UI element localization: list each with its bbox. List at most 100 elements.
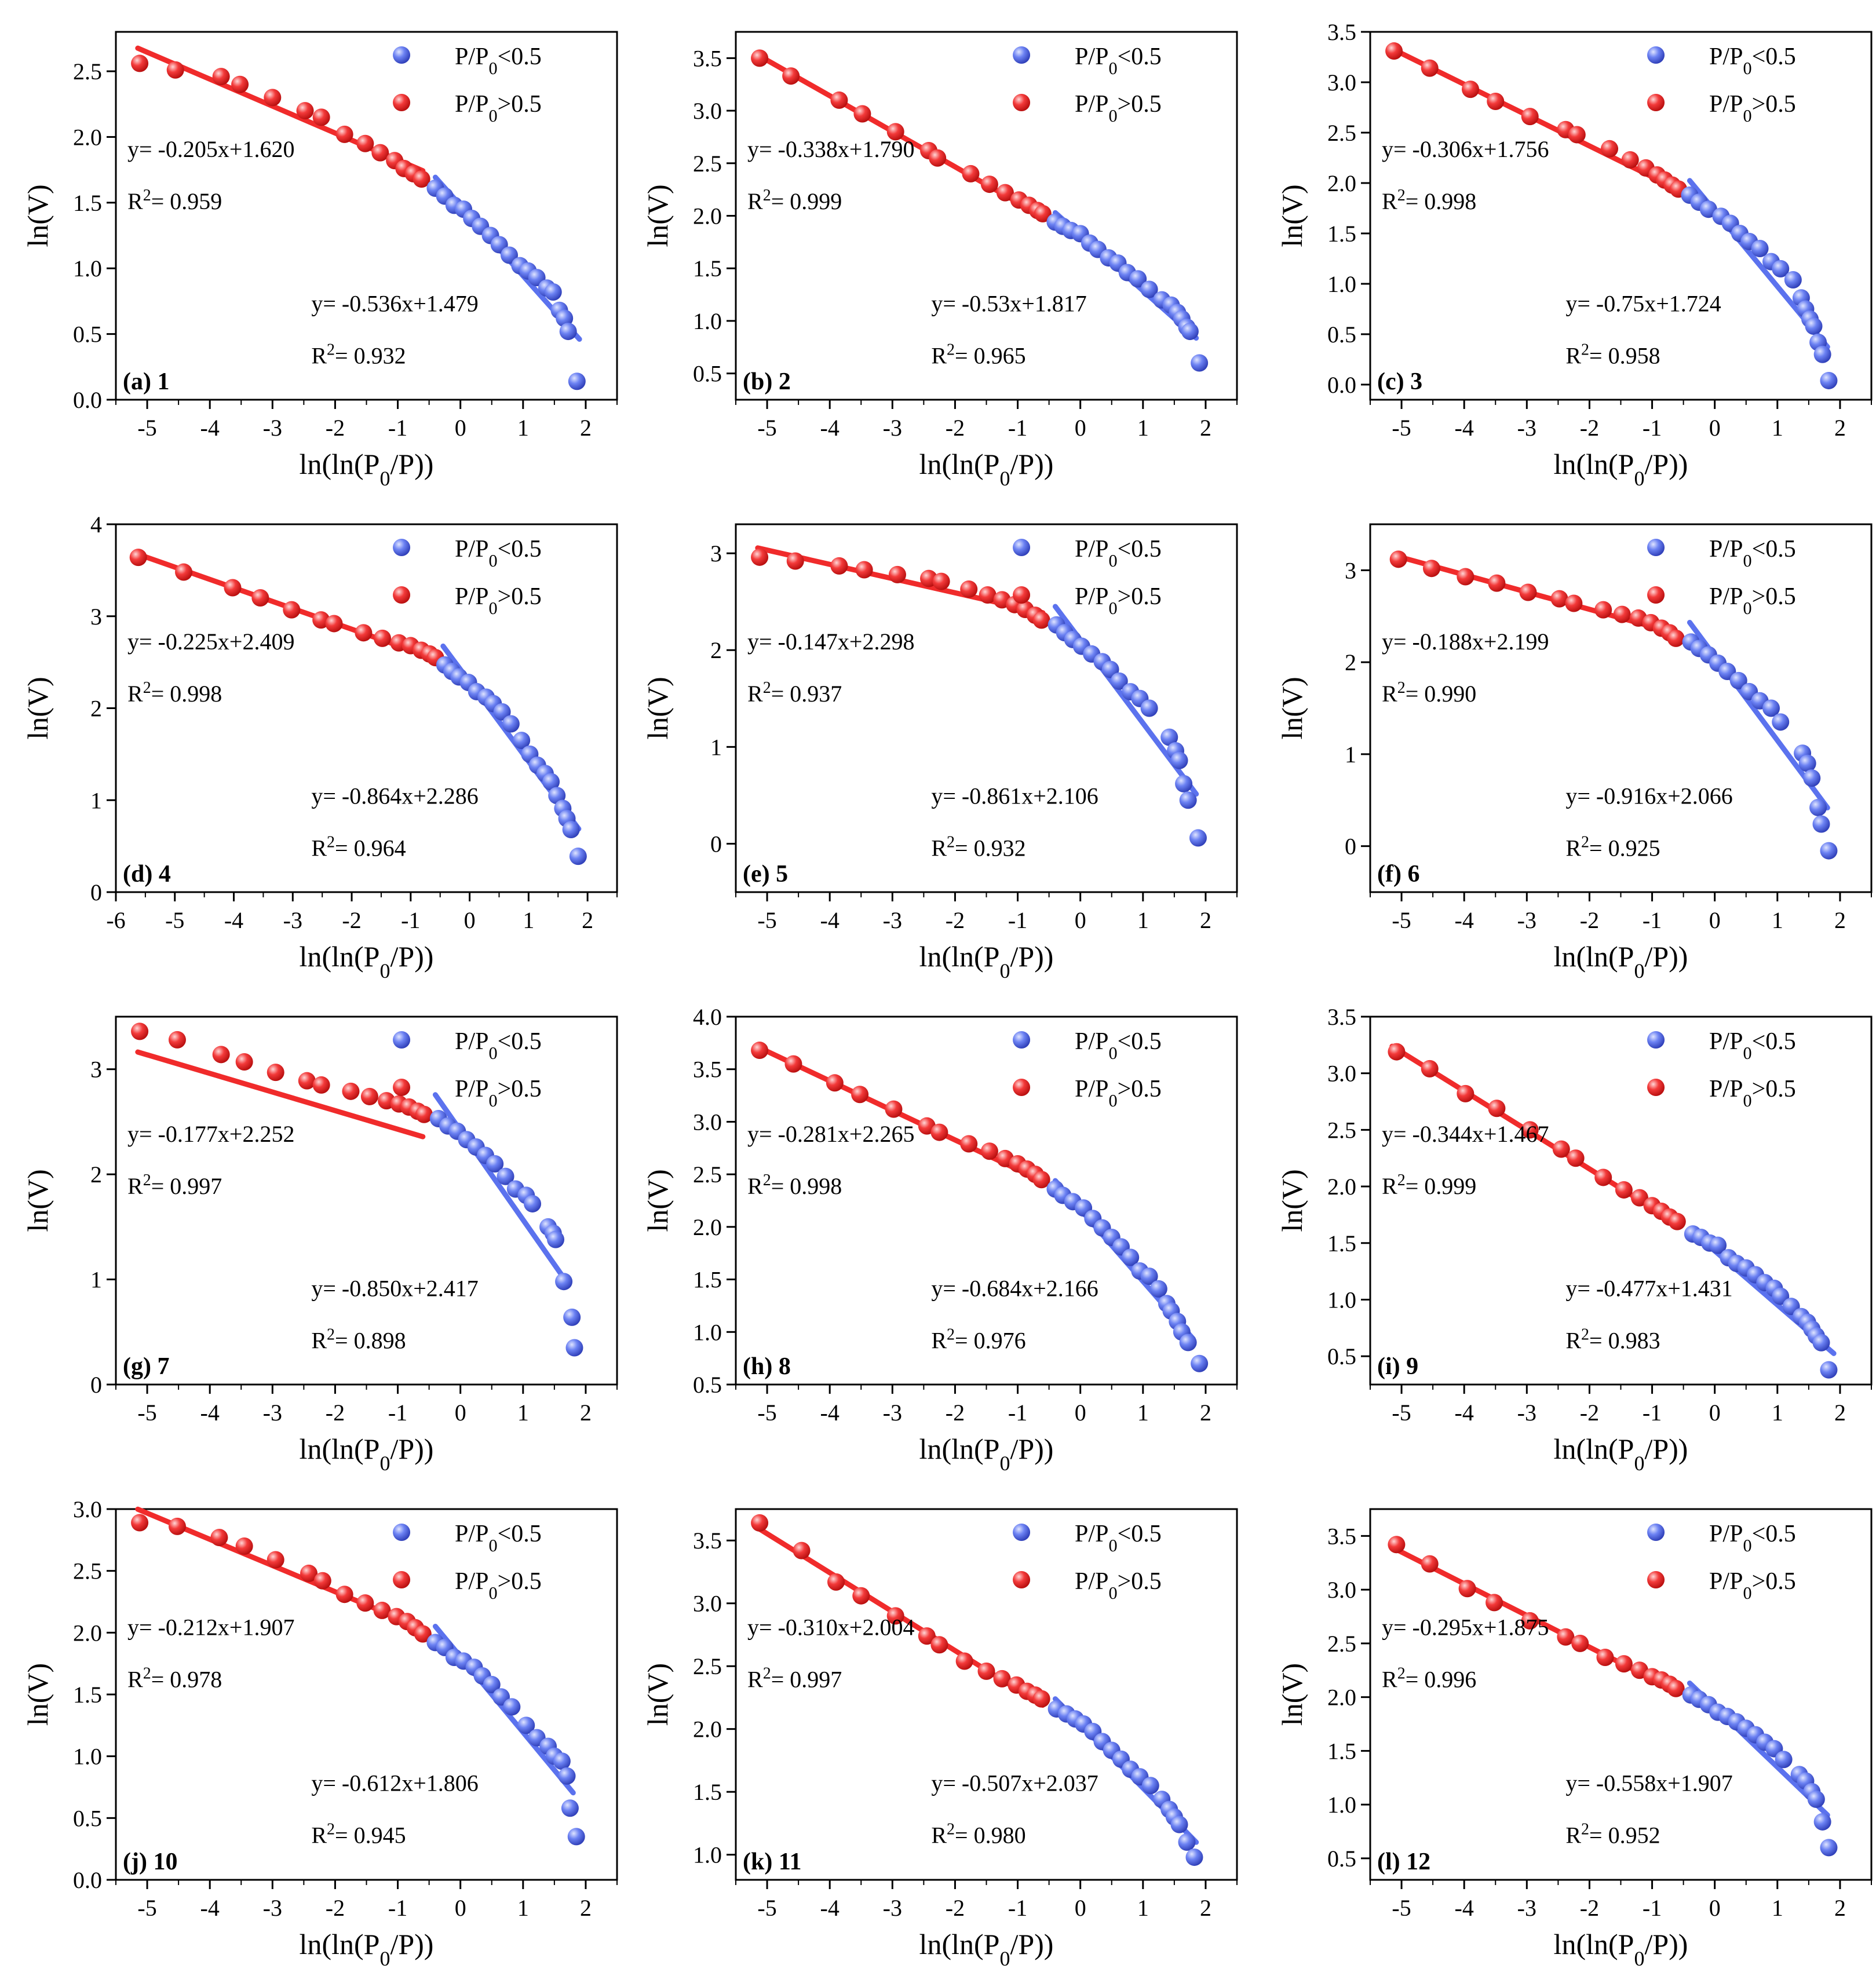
- equation-above: y= -0.344x+1.467: [1382, 1121, 1549, 1147]
- legend-label-below: P/P0<0.5: [1075, 43, 1162, 78]
- data-point-above: [1389, 550, 1407, 568]
- panel-a: -5 -4 -3 -2 -1 0 1 2 0.0 0.5 1.0 1.5 2.0 2.5 ln(ln(P0/…: [21, 31, 618, 490]
- y-tick-label: 3.5: [1327, 1523, 1356, 1549]
- data-point-below: [1185, 1848, 1203, 1866]
- legend-marker-above: [1647, 1079, 1665, 1096]
- data-point-above: [751, 548, 769, 566]
- data-point-below: [1762, 699, 1780, 717]
- equation-above: y= -0.295x+1.875: [1382, 1615, 1549, 1641]
- equation-above: y= -0.212x+1.907: [127, 1615, 294, 1641]
- x-tick-label: -2: [326, 415, 345, 441]
- data-point-above: [415, 1105, 433, 1123]
- legend-label-below: P/P0<0.5: [455, 536, 542, 571]
- data-point-below: [486, 1155, 504, 1173]
- data-point-above: [980, 176, 998, 193]
- legend-marker-above: [1013, 94, 1031, 111]
- x-tick-label: 1: [1137, 1400, 1149, 1426]
- data-point-below: [1813, 1813, 1831, 1831]
- equation-below: y= -0.612x+1.806: [311, 1770, 478, 1796]
- x-tick-label: -3: [883, 1895, 902, 1921]
- legend-marker-above: [1647, 1571, 1665, 1588]
- r-squared-below: R2= 0.976: [931, 1325, 1025, 1354]
- data-point-above: [1034, 204, 1052, 222]
- legend-marker-above: [1013, 586, 1031, 604]
- data-point-above: [325, 615, 343, 633]
- data-point-above: [235, 1537, 253, 1555]
- data-point-below: [1140, 280, 1158, 298]
- data-point-above: [980, 1142, 998, 1160]
- y-tick-label: 2.5: [693, 1161, 722, 1188]
- y-tick-label: 3: [1345, 557, 1356, 583]
- x-tick-label: -2: [1580, 415, 1599, 441]
- y-tick-label: 1.5: [1327, 1738, 1356, 1764]
- data-point-below: [563, 1308, 581, 1326]
- y-tick-label: 2.0: [73, 1620, 102, 1646]
- panel-g: -5 -4 -3 -2 -1 0 1 2 0 1 2 3 ln(ln(P0/P)) ln(V) P/P0<0…: [21, 1016, 618, 1475]
- x-tick-label: -1: [1008, 907, 1027, 933]
- y-tick-label: 2.0: [1327, 1685, 1356, 1711]
- x-tick-label: -3: [1517, 1895, 1536, 1921]
- y-tick-label: 2.5: [73, 1558, 102, 1584]
- x-tick-label: 2: [580, 415, 592, 441]
- data-point-below: [1141, 1777, 1159, 1795]
- data-point-below: [483, 1675, 501, 1693]
- equation-below: y= -0.536x+1.479: [311, 291, 478, 317]
- data-point-below: [493, 703, 511, 721]
- panel-label: (h) 8: [743, 1353, 791, 1380]
- y-tick-label: 0.5: [73, 322, 102, 348]
- y-tick-label: 0.5: [1327, 1846, 1356, 1872]
- data-point-above: [782, 67, 800, 85]
- x-tick-label: -6: [106, 907, 125, 933]
- y-tick-label: 2: [1345, 649, 1356, 675]
- x-tick-label: -1: [1643, 415, 1662, 441]
- y-axis-title: ln(V): [21, 1169, 54, 1232]
- data-point-below: [524, 1195, 542, 1212]
- y-tick-label: 2.5: [693, 1653, 722, 1679]
- data-point-above: [212, 68, 230, 86]
- data-point-above: [830, 91, 848, 109]
- data-point-below: [1140, 1268, 1158, 1285]
- r-squared-above: R2= 0.997: [127, 1171, 222, 1199]
- legend-marker-above: [393, 1079, 411, 1096]
- x-tick-label: 1: [523, 907, 534, 933]
- equation-above: y= -0.188x+2.199: [1382, 629, 1549, 655]
- x-axis-title: ln(ln(P0/P)): [300, 1928, 434, 1970]
- data-point-below: [1170, 1816, 1188, 1833]
- x-tick-label: -3: [263, 1400, 282, 1426]
- data-point-below: [1798, 754, 1816, 772]
- y-tick-label: 2.5: [1327, 1117, 1356, 1143]
- data-point-above: [1613, 605, 1631, 623]
- data-point-above: [852, 1587, 870, 1605]
- data-point-above: [264, 89, 282, 107]
- x-axis-title: ln(ln(P0/P)): [1554, 448, 1688, 490]
- panel-label: (l) 12: [1377, 1849, 1430, 1875]
- x-tick-label: 0: [455, 1895, 466, 1921]
- x-tick-label: -4: [820, 1400, 840, 1426]
- x-tick-label: 1: [1772, 1400, 1783, 1426]
- x-tick-label: -5: [757, 415, 776, 441]
- data-point-below: [1175, 775, 1193, 792]
- y-tick-label: 0: [90, 1372, 102, 1398]
- data-point-below: [1191, 354, 1209, 372]
- x-axis-title: ln(ln(P0/P)): [919, 448, 1054, 490]
- data-point-above: [955, 1652, 973, 1670]
- data-point-below: [501, 246, 519, 264]
- x-tick-label: 0: [1075, 1400, 1086, 1426]
- data-point-below: [1709, 1236, 1727, 1254]
- x-tick-label: 2: [1200, 1895, 1211, 1921]
- x-tick-label: -4: [1455, 1895, 1474, 1921]
- y-tick-label: 1.0: [693, 308, 722, 334]
- panel-e: -5 -4 -3 -2 -1 0 1 2 0 1 2 3 ln(ln(P0/P)) ln(V) P/P0<0…: [641, 523, 1238, 982]
- equation-below: y= -0.477x+1.431: [1565, 1276, 1732, 1302]
- legend-marker-above: [393, 1571, 411, 1588]
- x-tick-label: -5: [757, 1895, 776, 1921]
- r-squared-below: R2= 0.945: [311, 1820, 406, 1849]
- data-point-above: [1032, 1171, 1050, 1189]
- x-tick-label: -4: [820, 907, 840, 933]
- data-point-below: [555, 1273, 573, 1291]
- legend-label-above: P/P0>0.5: [455, 91, 542, 126]
- legend-marker-below: [1013, 1524, 1031, 1541]
- x-tick-label: -3: [1517, 415, 1536, 441]
- data-point-above: [267, 1551, 284, 1569]
